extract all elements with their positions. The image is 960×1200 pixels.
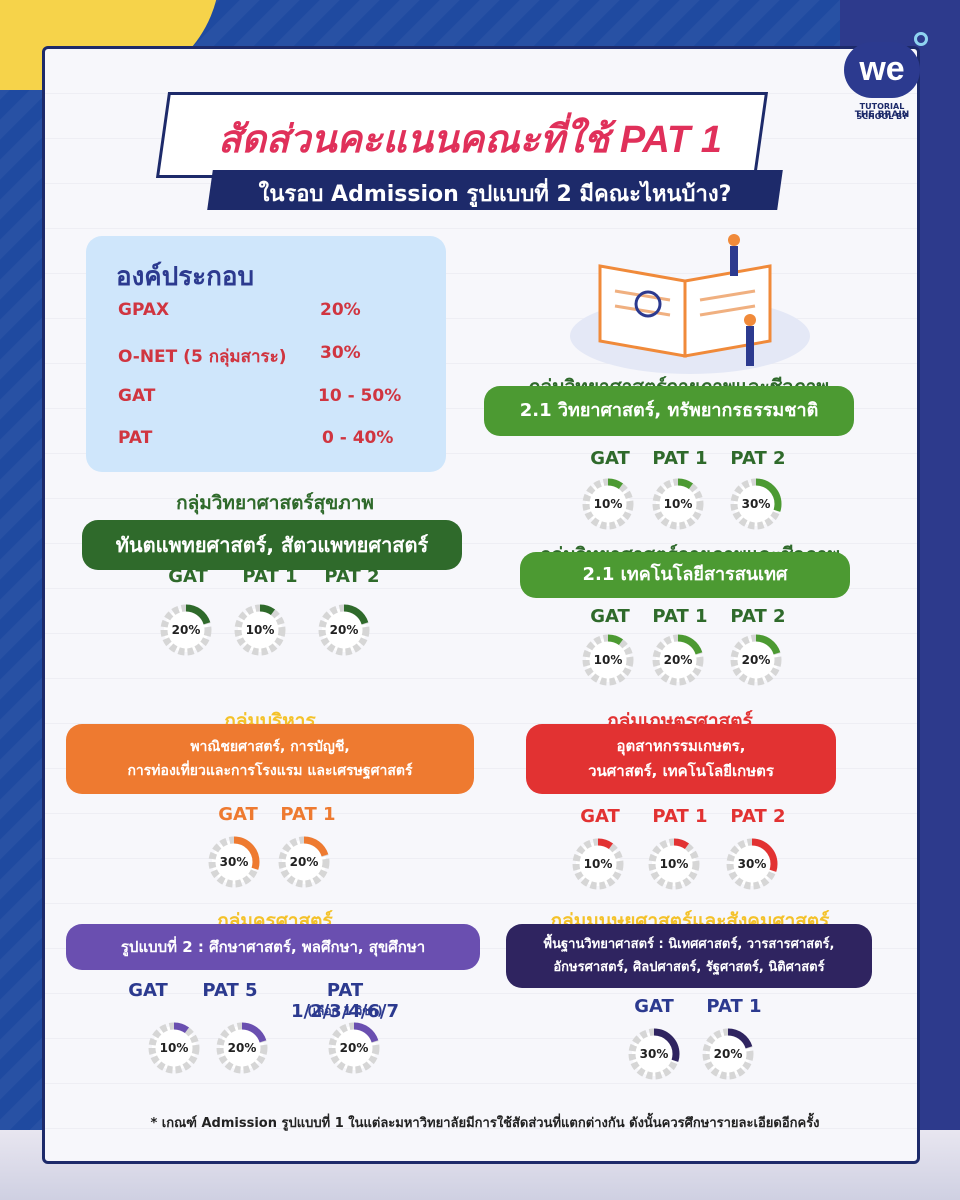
- score-donut-business-1: 20%: [276, 834, 332, 890]
- score-label-health-0: GAT: [168, 566, 208, 587]
- score-donut-health-1: 10%: [232, 602, 288, 658]
- group-line-physbio1-0: 2.1 วิทยาศาสตร์, ทรัพยากรธรรมชาติ: [519, 400, 819, 421]
- score-label-physbio1-2: PAT 2: [730, 448, 786, 469]
- score-donut-health-2: 20%: [316, 602, 372, 658]
- group-box-agri: อุตสาหกรรมเกษตร, วนศาสตร์, เทคโนโลยีเกษตร: [526, 724, 836, 794]
- score-label-business-1: PAT 1: [280, 804, 336, 825]
- brand-logo: we TUTORIAL SCHOOL BY THE BRAIN: [840, 32, 928, 126]
- group-head-health: กลุ่มวิทยาศาสตร์สุขภาพ: [176, 492, 374, 514]
- logo-line-2: THE BRAIN: [854, 110, 910, 120]
- logo-mark: we: [844, 42, 920, 98]
- score-percent-business-1: 20%: [289, 855, 319, 869]
- score-percent-education-2: 20%: [339, 1041, 369, 1055]
- group-box-humanities: พื้นฐานวิทยาศาสตร์ : นิเทศศาสตร์, วารสาร…: [506, 924, 872, 988]
- score-donut-agri-0: 10%: [570, 836, 626, 892]
- composition-value-onet: 30%: [320, 343, 361, 363]
- score-label-humanities-1: PAT 1: [706, 996, 762, 1017]
- score-percent-agri-0: 10%: [583, 857, 613, 871]
- score-percent-agri-1: 10%: [659, 857, 689, 871]
- score-label-agri-2: PAT 2: [730, 806, 786, 827]
- score-percent-humanities-1: 20%: [713, 1047, 743, 1061]
- reading-illustration: [570, 234, 810, 374]
- group-box-education: รูปแบบที่ 2 : ศึกษาศาสตร์, พลศึกษา, สุขศ…: [66, 924, 480, 970]
- group-box-physbio1: 2.1 วิทยาศาสตร์, ทรัพยากรธรรมชาติ: [484, 386, 854, 436]
- score-percent-business-0: 30%: [219, 855, 249, 869]
- composition-name-pat: PAT: [118, 428, 153, 448]
- score-label-education-1: PAT 5: [202, 980, 258, 1001]
- logo-dot-icon: [914, 32, 928, 46]
- composition-value-gat: 10 - 50%: [318, 386, 402, 406]
- score-donut-physbio2-0: 10%: [580, 632, 636, 688]
- score-donut-physbio1-0: 10%: [580, 476, 636, 532]
- group-line-education-0: รูปแบบที่ 2 : ศึกษาศาสตร์, พลศึกษา, สุขศ…: [120, 937, 426, 956]
- score-label-physbio2-2: PAT 2: [730, 606, 786, 627]
- score-donut-education-1: 20%: [214, 1020, 270, 1076]
- score-donut-physbio1-2: 30%: [728, 476, 784, 532]
- score-donut-physbio2-1: 20%: [650, 632, 706, 688]
- composition-name-gat: GAT: [118, 386, 156, 406]
- score-label-education-2: PAT 1/2/3/4/6/7: [290, 980, 400, 1022]
- score-label-education-0: GAT: [128, 980, 168, 1001]
- score-percent-health-0: 20%: [171, 623, 201, 637]
- group-box-physbio2: 2.1 เทคโนโลยีสารสนเทศ: [520, 552, 850, 598]
- score-percent-physbio2-0: 10%: [593, 653, 623, 667]
- group-line-business-1: การท่องเที่ยวและการโรงแรม และเศรษฐศาสตร์: [127, 763, 413, 779]
- score-label-health-1: PAT 1: [242, 566, 298, 587]
- group-line-physbio2-0: 2.1 เทคโนโลยีสารสนเทศ: [582, 564, 788, 585]
- group-line-humanities-0: พื้นฐานวิทยาศาสตร์ : นิเทศศาสตร์, วารสาร…: [543, 937, 835, 952]
- score-donut-humanities-0: 30%: [626, 1026, 682, 1082]
- score-donut-physbio2-2: 20%: [728, 632, 784, 688]
- score-label-agri-0: GAT: [580, 806, 620, 827]
- page-subtitle: ในรอบ Admission รูปแบบที่ 2 มีคณะไหนบ้าง…: [258, 182, 732, 207]
- score-percent-health-2: 20%: [329, 623, 359, 637]
- score-donut-education-0: 10%: [146, 1020, 202, 1076]
- score-note-education-2: (เลือก 1 วิชา): [307, 1004, 383, 1018]
- group-line-agri-0: อุตสาหกรรมเกษตร,: [616, 737, 746, 755]
- footnote: * เกณฑ์ Admission รูปแบบที่ 1 ในแต่ละมหา…: [150, 1116, 820, 1131]
- score-donut-education-2: 20%: [326, 1020, 382, 1076]
- score-percent-agri-2: 30%: [737, 857, 767, 871]
- composition-panel: [86, 236, 446, 472]
- group-line-agri-1: วนศาสตร์, เทคโนโลยีเกษตร: [588, 762, 774, 780]
- score-percent-physbio2-1: 20%: [663, 653, 693, 667]
- score-percent-humanities-0: 30%: [639, 1047, 669, 1061]
- score-donut-humanities-1: 20%: [700, 1026, 756, 1082]
- group-line-humanities-1: อักษรศาสตร์, ศิลปศาสตร์, รัฐศาสตร์, นิติ…: [553, 960, 825, 975]
- composition-value-gpax: 20%: [320, 300, 361, 320]
- group-line-business-0: พาณิชยศาสตร์, การบัญชี,: [190, 739, 350, 755]
- score-donut-physbio1-1: 10%: [650, 476, 706, 532]
- score-percent-physbio1-1: 10%: [663, 497, 693, 511]
- score-donut-health-0: 20%: [158, 602, 214, 658]
- group-box-business: พาณิชยศาสตร์, การบัญชี, การท่องเที่ยวและก…: [66, 724, 474, 794]
- score-donut-agri-1: 10%: [646, 836, 702, 892]
- page-title: สัดส่วนคะแนนคณะที่ใช้ PAT 1: [218, 119, 722, 161]
- composition-value-pat: 0 - 40%: [322, 428, 394, 448]
- score-donut-agri-2: 30%: [724, 836, 780, 892]
- score-percent-health-1: 10%: [245, 623, 275, 637]
- score-label-business-0: GAT: [218, 804, 258, 825]
- score-label-physbio1-0: GAT: [590, 448, 630, 469]
- score-label-physbio2-0: GAT: [590, 606, 630, 627]
- score-percent-education-1: 20%: [227, 1041, 257, 1055]
- score-donut-business-0: 30%: [206, 834, 262, 890]
- score-percent-education-0: 10%: [159, 1041, 189, 1055]
- score-percent-physbio1-2: 30%: [741, 497, 771, 511]
- group-box-health: ทันตแพทยศาสตร์, สัตวแพทยศาสตร์: [82, 520, 462, 570]
- composition-name-onet: O-NET (5 กลุ่มสาระ): [118, 347, 287, 367]
- score-label-agri-1: PAT 1: [652, 806, 708, 827]
- score-label-physbio2-1: PAT 1: [652, 606, 708, 627]
- score-label-health-2: PAT 2: [324, 566, 380, 587]
- composition-name-gpax: GPAX: [118, 300, 170, 320]
- score-percent-physbio1-0: 10%: [593, 497, 623, 511]
- score-percent-physbio2-2: 20%: [741, 653, 771, 667]
- composition-title: องค์ประกอบ: [116, 262, 254, 292]
- score-label-humanities-0: GAT: [634, 996, 674, 1017]
- group-line-health-0: ทันตแพทยศาสตร์, สัตวแพทยศาสตร์: [115, 533, 429, 557]
- logo-line-1: TUTORIAL SCHOOL BY: [856, 102, 908, 121]
- score-label-physbio1-1: PAT 1: [652, 448, 708, 469]
